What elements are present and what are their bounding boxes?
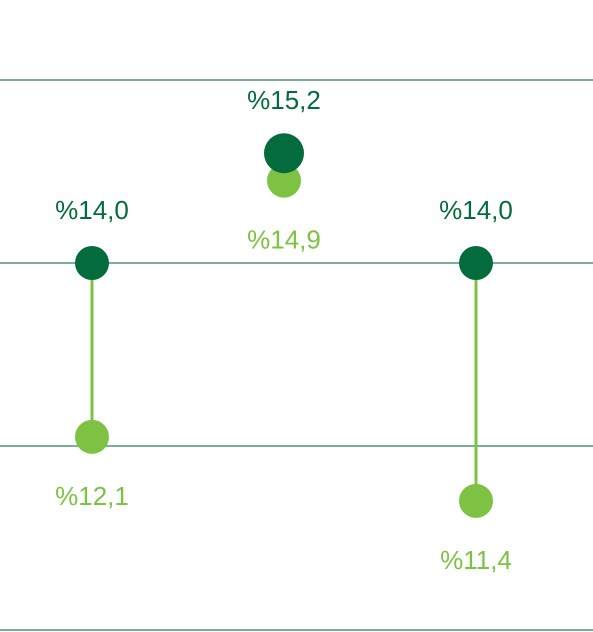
light-label-1: %12,1 <box>55 481 129 511</box>
connectors <box>90 153 478 501</box>
dark-point-2 <box>264 133 304 174</box>
dark-label-3: %14,0 <box>439 195 513 225</box>
dark-point-1 <box>75 246 109 280</box>
data-points <box>75 133 493 518</box>
dark-point-3 <box>459 246 493 280</box>
light-point-1 <box>75 419 109 454</box>
dark-label-1: %14,0 <box>55 195 129 225</box>
light-point-2 <box>267 163 301 198</box>
dark-label-2: %15,2 <box>247 85 321 115</box>
light-label-3: %11,4 <box>440 545 512 575</box>
light-label-2: %14,9 <box>247 225 321 255</box>
light-point-3 <box>459 483 493 518</box>
data-labels: %14,0 %12,1 %15,2 %14,9 %14,0 %11,4 <box>55 85 513 575</box>
